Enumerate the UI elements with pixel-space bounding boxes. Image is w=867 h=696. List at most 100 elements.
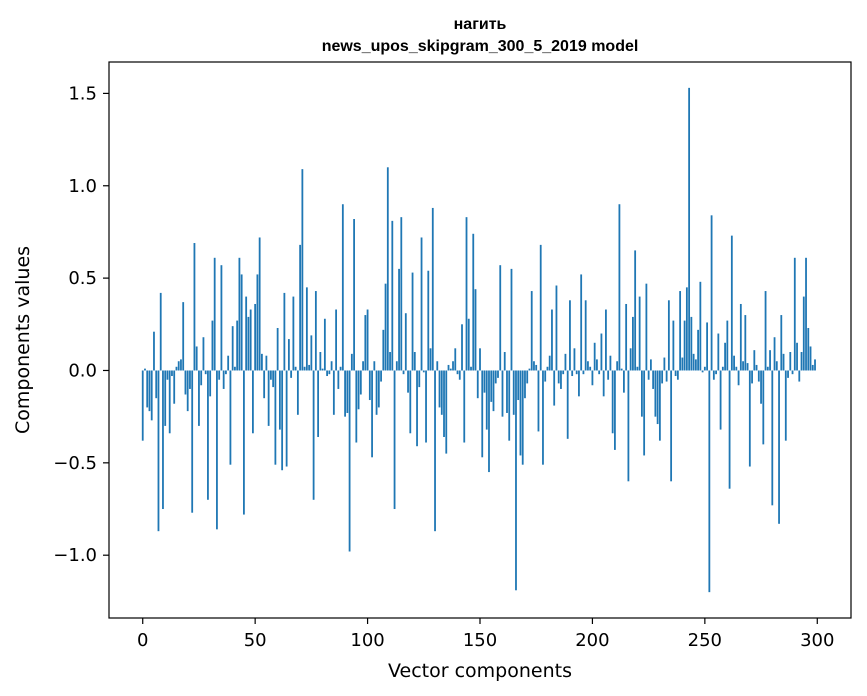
x-tick-label: 0 bbox=[137, 630, 148, 651]
bar bbox=[234, 366, 236, 371]
bar bbox=[602, 370, 605, 397]
bar bbox=[326, 370, 328, 377]
bar bbox=[703, 366, 706, 371]
bar bbox=[461, 324, 463, 371]
bar bbox=[272, 370, 275, 388]
bar bbox=[658, 370, 661, 441]
bar bbox=[728, 370, 731, 489]
bar bbox=[557, 370, 560, 384]
bar bbox=[681, 357, 684, 371]
bar bbox=[555, 285, 558, 371]
bar bbox=[600, 333, 603, 371]
bar bbox=[735, 366, 738, 371]
bar bbox=[211, 320, 214, 371]
bar bbox=[618, 204, 621, 371]
bar bbox=[490, 370, 493, 402]
bar bbox=[679, 291, 682, 371]
x-tick-label: 200 bbox=[575, 630, 609, 651]
bar bbox=[789, 352, 792, 371]
bar bbox=[317, 370, 320, 437]
bar bbox=[526, 370, 529, 384]
bar bbox=[479, 348, 481, 371]
chart-subtitle: news_upos_skipgram_300_5_2019 model bbox=[322, 38, 639, 55]
bar bbox=[434, 370, 436, 532]
bar bbox=[189, 370, 191, 389]
bar bbox=[508, 370, 511, 441]
bar bbox=[796, 342, 798, 371]
bar bbox=[645, 283, 648, 371]
bar bbox=[690, 316, 693, 371]
bar bbox=[629, 348, 632, 371]
bar bbox=[551, 309, 553, 371]
bar bbox=[213, 257, 216, 371]
bar bbox=[294, 366, 297, 371]
bar bbox=[382, 329, 385, 371]
bar bbox=[582, 370, 585, 375]
bar bbox=[431, 207, 434, 371]
bar bbox=[225, 370, 227, 375]
bar bbox=[519, 370, 522, 456]
bar bbox=[598, 370, 601, 375]
bar bbox=[717, 333, 720, 371]
bar bbox=[353, 219, 355, 371]
bar bbox=[348, 370, 351, 552]
chart-title: нагить bbox=[454, 16, 507, 33]
bar bbox=[762, 370, 765, 445]
bar bbox=[400, 217, 403, 371]
bar bbox=[616, 361, 619, 371]
bar bbox=[319, 352, 322, 371]
bar bbox=[267, 370, 270, 426]
bar bbox=[787, 370, 789, 378]
bar bbox=[654, 370, 657, 417]
bar bbox=[476, 370, 479, 399]
bar bbox=[166, 370, 169, 380]
bar bbox=[454, 348, 457, 371]
bar bbox=[593, 342, 596, 371]
bar bbox=[341, 204, 344, 371]
bar bbox=[463, 370, 466, 443]
bar bbox=[562, 370, 565, 375]
bar bbox=[285, 370, 288, 467]
bar bbox=[656, 370, 659, 425]
bar bbox=[427, 270, 430, 371]
bar bbox=[150, 370, 153, 421]
bar bbox=[305, 287, 308, 371]
bar bbox=[220, 265, 223, 371]
bar bbox=[175, 366, 178, 371]
bar bbox=[456, 370, 459, 375]
bar bbox=[254, 303, 257, 371]
bar bbox=[265, 355, 268, 371]
bar bbox=[195, 346, 198, 371]
bar bbox=[404, 313, 407, 371]
bar bbox=[416, 370, 418, 447]
bar bbox=[809, 346, 812, 371]
bar bbox=[485, 370, 488, 430]
bar bbox=[200, 370, 203, 386]
bar bbox=[665, 370, 668, 382]
bar bbox=[517, 370, 520, 401]
bar bbox=[445, 370, 448, 454]
bar bbox=[357, 370, 360, 410]
bar bbox=[607, 370, 610, 380]
bar bbox=[492, 370, 495, 412]
bar bbox=[596, 359, 598, 371]
bar bbox=[263, 370, 266, 399]
bar bbox=[308, 364, 311, 371]
bar bbox=[488, 370, 490, 473]
bar bbox=[173, 370, 176, 404]
bar bbox=[780, 315, 783, 371]
y-axis-ticks: −1.0 −0.5 0.0 0.5 1.0 1.5 bbox=[53, 83, 109, 566]
bar bbox=[724, 342, 726, 371]
bar bbox=[330, 361, 333, 371]
bar bbox=[339, 366, 342, 371]
bar bbox=[470, 366, 472, 371]
bar bbox=[373, 361, 376, 371]
bar bbox=[688, 87, 691, 371]
bar bbox=[407, 370, 409, 393]
bar bbox=[283, 292, 286, 371]
bar bbox=[584, 300, 587, 371]
bar bbox=[452, 361, 454, 371]
bar bbox=[623, 370, 625, 393]
bar bbox=[438, 370, 441, 408]
